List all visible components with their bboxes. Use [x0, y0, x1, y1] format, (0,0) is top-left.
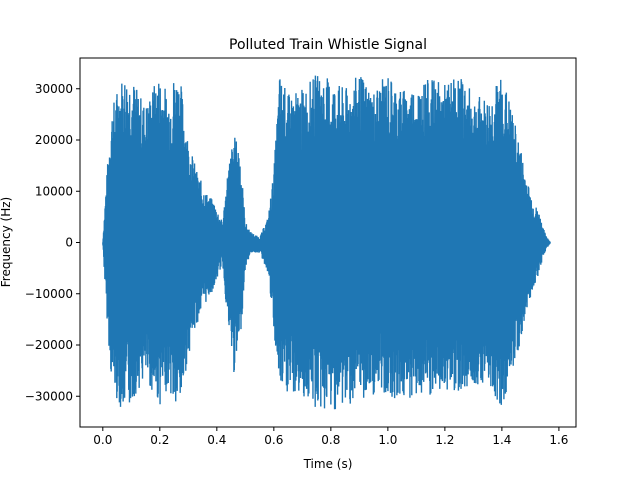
x-tick-label: 0.6 [264, 433, 283, 447]
x-tick-label: 1.4 [492, 433, 511, 447]
x-tick-label: 0.4 [207, 433, 226, 447]
x-tick-label: 1.2 [435, 433, 454, 447]
y-tick-label: −30000 [25, 389, 73, 403]
plot-area [102, 75, 551, 410]
plot-frame [79, 57, 577, 428]
x-tick-label: 1.0 [378, 433, 397, 447]
y-tick-label: 0 [65, 236, 73, 250]
x-axis: 0.0 0.2 0.4 0.6 0.8 1.0 1.2 1.4 1.6 [93, 427, 568, 447]
x-tick-label: 0.8 [321, 433, 340, 447]
x-axis-label: Time (s) [303, 457, 353, 471]
x-tick-label: 0.2 [150, 433, 169, 447]
y-axis-label: Frequency (Hz) [0, 197, 13, 288]
y-axis: −30000 −20000 −10000 0 10000 20000 30000 [25, 82, 80, 403]
x-tick-label: 1.6 [549, 433, 568, 447]
y-tick-label: 20000 [35, 133, 73, 147]
chart-title: Polluted Train Whistle Signal [229, 37, 427, 53]
x-tick-label: 0.0 [93, 433, 112, 447]
y-tick-label: 10000 [35, 184, 73, 198]
y-tick-label: 30000 [35, 82, 73, 96]
y-tick-label: −20000 [25, 338, 73, 352]
y-tick-label: −10000 [25, 287, 73, 301]
series-line-0 [102, 75, 551, 410]
